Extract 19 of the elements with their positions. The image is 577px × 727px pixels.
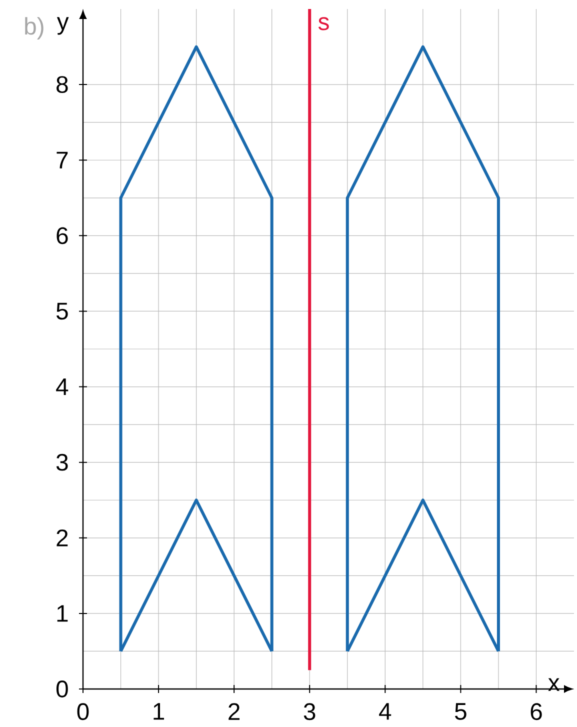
x-tick-label: 1	[154, 703, 164, 720]
y-tick-label: 4	[56, 378, 68, 396]
x-tick-label: 3	[304, 703, 316, 720]
y-axis-title: y	[56, 17, 69, 35]
y-tick-label: 7	[56, 152, 68, 168]
y-tick-label: 6	[56, 227, 68, 244]
chart-title: b)	[25, 17, 44, 40]
y-tick-label: 8	[56, 76, 68, 94]
y-tick-label: 1	[57, 605, 68, 622]
y-tick-label: 5	[56, 302, 68, 320]
x-tick-label: 6	[530, 703, 542, 720]
x-tick-label: 4	[379, 703, 392, 720]
y-tick-label: 3	[56, 454, 68, 471]
x-tick-label: 5	[454, 703, 466, 720]
series-label: s	[318, 17, 329, 30]
y-tick-label: 0	[56, 680, 68, 698]
x-tick-label: 2	[228, 703, 240, 720]
x-tick-label: 0	[77, 703, 89, 720]
y-tick-label: 2	[56, 530, 68, 546]
